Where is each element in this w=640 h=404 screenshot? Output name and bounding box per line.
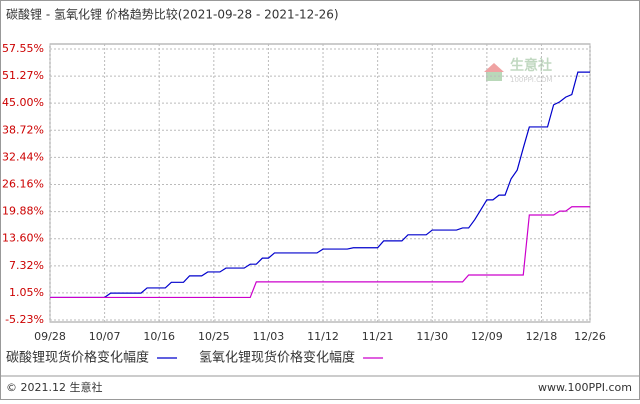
x-tick-label: 09/28	[34, 330, 66, 343]
footer-left: © 2021.12 生意社	[6, 380, 102, 394]
plot-area	[49, 43, 591, 323]
x-tick-label: 10/07	[89, 330, 121, 343]
watermark-brand: 生意社	[510, 57, 552, 74]
x-tick-label: 10/16	[143, 330, 175, 343]
chart-title: 碳酸锂 - 氢氧化锂 价格趋势比较(2021-09-28 - 2021-12-2…	[6, 7, 339, 22]
y-tick-label: 57.55%	[2, 42, 44, 55]
y-tick-label: 7.32%	[9, 259, 44, 272]
x-tick-label: 11/12	[307, 330, 339, 343]
footer-right: www.100PPI.com	[538, 381, 632, 394]
series-line	[50, 71, 590, 299]
y-tick-label: 38.72%	[2, 123, 44, 136]
series-line	[50, 206, 590, 299]
x-tick-label: 11/03	[253, 330, 285, 343]
y-tick-label: 26.16%	[2, 178, 44, 191]
legend-label: 碳酸锂现货价格变化幅度	[6, 350, 149, 366]
x-tick-label: 12/18	[526, 330, 558, 343]
y-tick-label: 13.60%	[2, 232, 44, 245]
y-tick-label: 32.44%	[2, 150, 44, 163]
x-tick-label: 12/26	[574, 330, 606, 343]
x-tick-label: 11/30	[416, 330, 448, 343]
x-tick-label: 12/09	[471, 330, 503, 343]
y-tick-label: 19.88%	[2, 205, 44, 218]
y-tick-label: 45.00%	[2, 96, 44, 109]
y-tick-label: 1.05%	[9, 286, 44, 299]
x-tick-label: 11/21	[362, 330, 394, 343]
y-tick-label: 51.27%	[2, 69, 44, 82]
x-tick-label: 10/25	[198, 330, 230, 343]
y-tick-label: -5.23%	[5, 313, 44, 326]
legend-label: 氢氧化锂现货价格变化幅度	[199, 350, 355, 366]
watermark-site: 100PPI.COM	[510, 76, 553, 84]
watermark-icon	[484, 63, 504, 72]
